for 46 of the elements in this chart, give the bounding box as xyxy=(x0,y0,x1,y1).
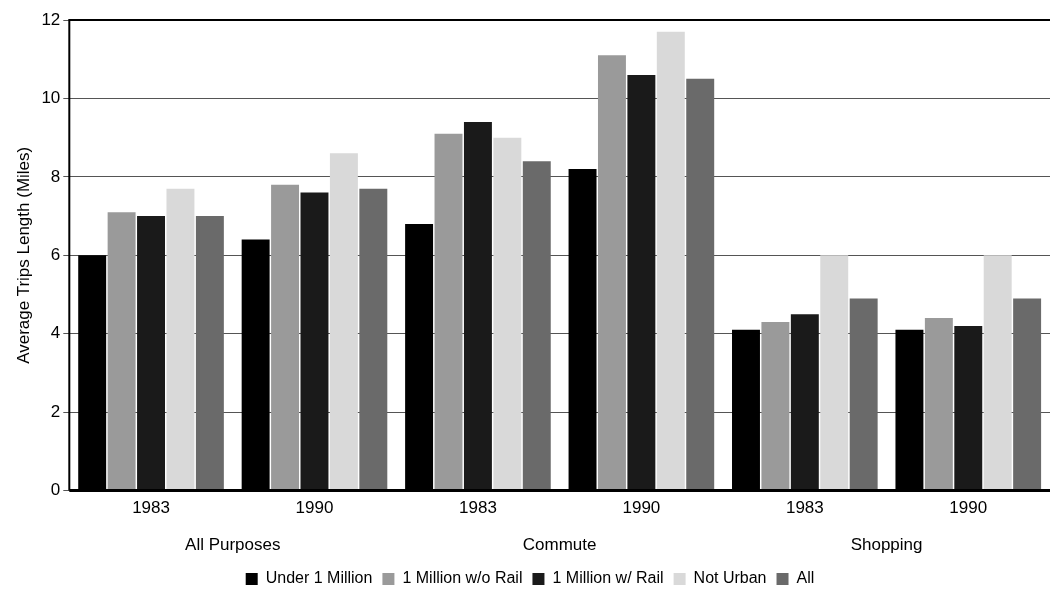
bar xyxy=(329,153,358,491)
bar xyxy=(434,133,463,491)
x-tick-label: 1990 xyxy=(295,498,334,518)
y-tick-label: 4 xyxy=(50,323,61,343)
text: Shopping xyxy=(850,534,923,554)
bar xyxy=(761,321,790,491)
legend-label: Under 1 Million xyxy=(265,569,373,587)
y-tick-label: 8 xyxy=(50,166,61,186)
x-tick-label: 1983 xyxy=(459,498,497,518)
bar xyxy=(359,188,388,491)
bar xyxy=(137,216,166,491)
bar xyxy=(195,216,224,491)
bar xyxy=(983,255,1012,491)
bar xyxy=(954,325,983,491)
bar xyxy=(656,31,685,491)
legend-label: All xyxy=(796,569,815,587)
bar xyxy=(790,314,819,491)
legend-label: 1 Million w/ Rail xyxy=(552,569,664,587)
x-tick-label: 1990 xyxy=(949,498,988,518)
bar xyxy=(107,212,136,491)
bar xyxy=(271,184,300,491)
x-tick-label: 1990 xyxy=(622,498,661,518)
bar xyxy=(463,121,492,491)
x-tick-label: 1983 xyxy=(785,498,824,518)
bar xyxy=(300,192,329,491)
text: All Purposes xyxy=(185,534,281,554)
text: Commute xyxy=(522,534,597,554)
bar xyxy=(627,74,656,491)
bar xyxy=(522,161,551,491)
legend-label: 1 Million w/o Rail xyxy=(402,569,523,587)
y-axis-title: Average Trips Length (Miles) xyxy=(13,146,33,364)
y-tick-label: 6 xyxy=(50,244,61,264)
y-tick-label: 0 xyxy=(50,480,61,500)
bar xyxy=(686,78,715,491)
bar xyxy=(493,137,522,491)
x-tick-label: 1983 xyxy=(132,498,170,518)
y-tick-label: 12 xyxy=(41,9,61,29)
legend-label: Not Urban xyxy=(693,569,767,587)
y-tick-label: 2 xyxy=(50,401,61,421)
bar xyxy=(597,55,626,491)
y-tick-label: 10 xyxy=(41,88,61,108)
bar xyxy=(166,188,195,491)
bar xyxy=(924,318,953,491)
bar xyxy=(849,298,878,491)
bar xyxy=(820,255,849,491)
bar xyxy=(1013,298,1042,491)
